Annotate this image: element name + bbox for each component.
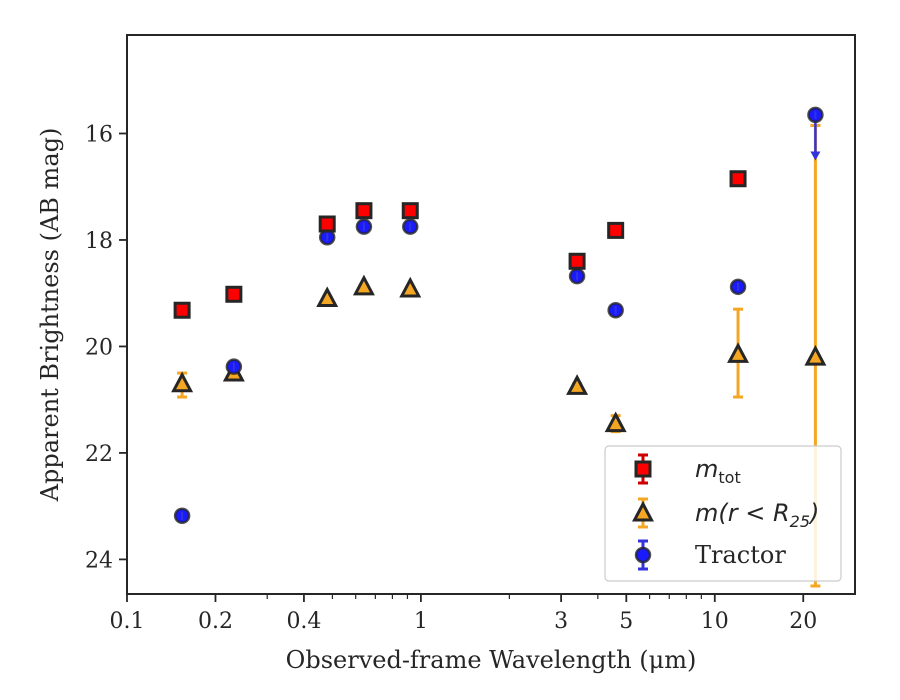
x-tick-label: 0.1	[110, 609, 145, 634]
data-point	[568, 252, 586, 270]
legend-entry: Tractor	[634, 539, 786, 571]
data-point	[225, 285, 243, 303]
y-tick-label: 24	[85, 548, 113, 573]
data-point	[607, 221, 625, 239]
y-tick-label: 20	[85, 335, 113, 360]
x-tick-label: 0.2	[198, 609, 233, 634]
legend-entry: m(r < R25)	[632, 497, 819, 531]
series-square	[173, 170, 747, 319]
x-tick-label: 5	[619, 609, 633, 634]
legend-label: mtot	[695, 455, 741, 487]
y-tick-label: 18	[85, 229, 113, 254]
plot-frame	[126, 34, 856, 595]
data-point	[352, 274, 375, 296]
data-point	[804, 344, 827, 366]
x-tick-label: 3	[554, 609, 568, 634]
data-point	[316, 286, 339, 308]
data-point	[727, 342, 750, 363]
legend-marker	[634, 460, 652, 478]
data-point	[355, 202, 373, 220]
data-point	[399, 276, 422, 298]
x-tick-label: 20	[789, 609, 817, 634]
legend: mtot m(r < R25) Tractor	[604, 445, 842, 582]
legend-label: Tractor	[695, 541, 786, 569]
legend-label: m(r < R25)	[695, 499, 819, 531]
x-axis-label: Observed-frame Wavelength (μm)	[286, 646, 697, 674]
legend-box	[604, 445, 842, 582]
axes-layer: 0.1 0.2 0.4 1 3 5 10 20 16 18 20 22 24	[85, 34, 856, 634]
x-tick-label: 10	[701, 609, 729, 634]
data-point	[401, 202, 419, 220]
data-point	[729, 170, 747, 188]
data-point	[604, 411, 627, 433]
data-point	[318, 215, 336, 233]
legend-marker	[632, 500, 654, 522]
x-tick-label: 1	[414, 609, 428, 634]
data-point	[171, 371, 194, 393]
x-tick-label: 0.4	[286, 609, 321, 634]
data-point	[173, 301, 191, 319]
y-tick-label: 22	[85, 442, 113, 467]
y-axis-label: Apparent Brightness (AB mag)	[36, 128, 64, 503]
upper-limit-arrowhead	[810, 151, 821, 161]
y-tick-label: 16	[85, 122, 113, 147]
legend-entry: mtot	[634, 453, 741, 487]
legend-marker	[634, 546, 652, 564]
data-point	[566, 374, 589, 395]
series-circle	[173, 106, 824, 524]
